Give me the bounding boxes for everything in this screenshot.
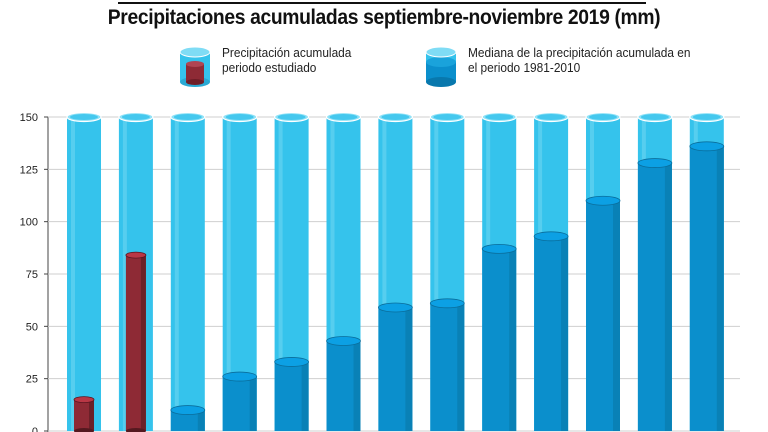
cylinder-opening (692, 114, 721, 120)
cylinder-highlight (278, 117, 283, 431)
median-bar-shade (613, 200, 620, 431)
cylinder-opening (225, 114, 254, 120)
legend-cylinder-icon-studied (179, 46, 211, 87)
median-bar-top (377, 302, 413, 313)
legend-item-median: Mediana de la precipitación acumulada en… (424, 46, 724, 88)
cylinder-opening (277, 114, 306, 120)
y-tick-label: 150 (20, 112, 38, 124)
y-tick-label: 100 (20, 217, 38, 229)
median-bar-top (274, 357, 310, 367)
cylinder-opening (537, 114, 566, 120)
cylinder-highlight (174, 117, 179, 431)
median-bar-top (429, 298, 465, 309)
cylinder-body (170, 117, 205, 431)
chart-title: Precipitaciones acumuladas septiembre-no… (107, 6, 661, 29)
studied-bar-base (74, 428, 94, 432)
cylinder-opening (70, 114, 98, 120)
cylinder-opening (173, 114, 202, 120)
legend-label-studied: Precipitación acumulada periodo estudiad… (222, 46, 352, 75)
median-bar-shade (197, 410, 205, 431)
cylinder-highlight (382, 117, 387, 431)
studied-bar-shade (140, 255, 146, 431)
cylinder-highlight (330, 117, 335, 431)
median-bar-top (222, 371, 258, 382)
cylinder-opening (640, 114, 669, 120)
studied-bar-shade (89, 399, 94, 431)
legend-cylinder-icon-median (425, 46, 457, 87)
cylinder-opening (121, 114, 150, 120)
cylinder-opening (589, 114, 617, 120)
y-tick-label: 0 (32, 426, 38, 432)
y-tick-label: 50 (26, 321, 38, 333)
median-bar-shade (457, 303, 465, 431)
median-bar-shade (664, 163, 672, 431)
median-bar-top (170, 405, 206, 415)
median-bar-top (326, 336, 361, 346)
cylinder-highlight (71, 117, 75, 431)
cylinder-opening (433, 114, 462, 120)
median-bar (170, 410, 205, 431)
median-bar-shade (405, 307, 413, 431)
legend-item-studied: Precipitación acumulada periodo estudiad… (178, 46, 408, 88)
cylinder-opening (485, 114, 514, 120)
studied-bar-base (125, 428, 146, 432)
y-tick-label: 75 (26, 269, 38, 281)
y-tick-label: 25 (26, 374, 38, 386)
cylinder-opening (381, 114, 410, 120)
legend-label-median: Mediana de la precipitación acumulada en… (468, 46, 691, 75)
title-rule (118, 2, 646, 4)
median-bar-top (481, 243, 517, 254)
median-bar-shade (716, 146, 724, 431)
median-bar-shade (301, 361, 309, 431)
median-bar-top (585, 195, 621, 206)
median-bar-top (637, 158, 673, 168)
median-bar-shade (509, 248, 517, 431)
median-bar-top (533, 231, 569, 242)
median-bar-shade (249, 376, 257, 431)
y-tick-label: 125 (20, 164, 38, 176)
median-bar-top (689, 141, 725, 152)
cylinder-highlight (434, 117, 439, 431)
median-bar-shade (353, 340, 361, 431)
cylinder-highlight (226, 117, 231, 431)
studied-bar-top (125, 251, 147, 259)
cylinder-body (67, 117, 101, 431)
median-bar-shade (561, 236, 569, 431)
studied-bar-top (73, 396, 95, 404)
cylinder-highlight (122, 117, 127, 431)
cylinder-opening (329, 114, 358, 120)
